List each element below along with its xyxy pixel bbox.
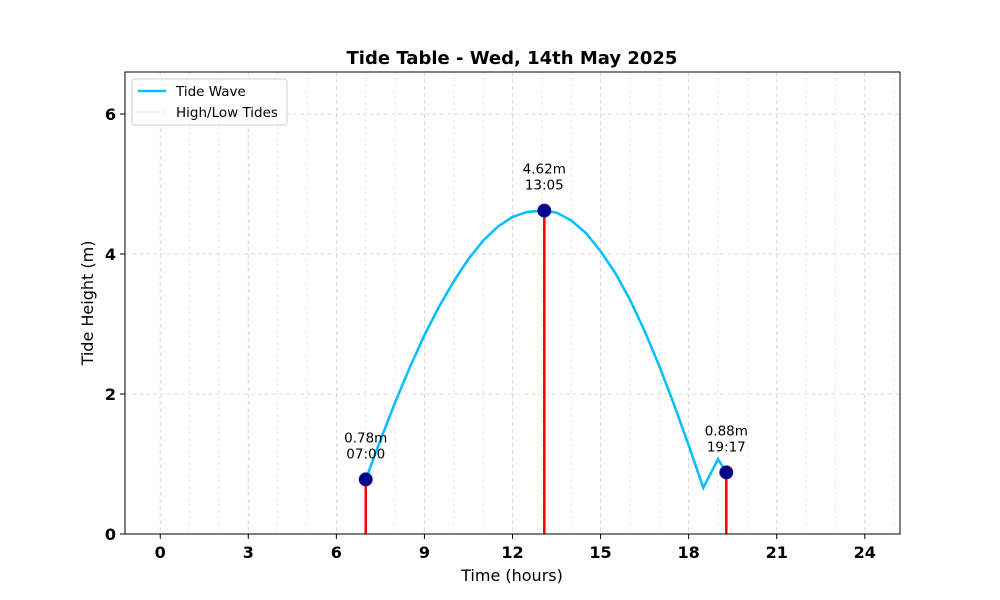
x-tick-label: 21 xyxy=(766,543,788,562)
tide-time-label: 19:17 xyxy=(707,439,746,455)
y-tick-label: 4 xyxy=(105,245,116,264)
tide-markers xyxy=(358,203,734,487)
tide-time-label: 13:05 xyxy=(525,178,564,194)
tide-height-label: 4.62m xyxy=(523,162,566,178)
x-tick-label: 12 xyxy=(501,543,523,562)
tide-height-label: 0.78m xyxy=(344,430,387,446)
legend-label-high-low-tides: High/Low Tides xyxy=(176,105,278,121)
x-tick-label: 6 xyxy=(331,543,342,562)
chart-title: Tide Table - Wed, 14th May 2025 xyxy=(347,48,678,69)
x-tick-label: 15 xyxy=(589,543,611,562)
y-axis-ticks: 0 2 4 6 xyxy=(105,105,125,544)
legend: Tide Wave High/Low Tides xyxy=(131,78,288,126)
tide-time-label: 07:00 xyxy=(346,446,385,462)
legend-label-tide-wave: Tide Wave xyxy=(175,84,246,100)
legend-box xyxy=(131,78,288,126)
tide-stems xyxy=(364,210,728,534)
x-axis-ticks: 0 3 6 9 12 15 18 21 24 xyxy=(155,534,876,562)
x-tick-label: 24 xyxy=(854,543,876,562)
tide-height-label: 0.88m xyxy=(705,423,748,439)
x-tick-label: 3 xyxy=(243,543,254,562)
tide-point xyxy=(537,203,552,218)
minor-grid xyxy=(189,72,895,534)
tide-point xyxy=(358,472,373,487)
y-tick-label: 2 xyxy=(105,385,116,404)
y-tick-label: 6 xyxy=(105,105,116,124)
x-tick-label: 0 xyxy=(155,543,166,562)
x-tick-label: 9 xyxy=(419,543,430,562)
major-grid xyxy=(125,72,900,534)
tide-point xyxy=(719,465,734,480)
x-tick-label: 18 xyxy=(678,543,700,562)
y-axis-label: Tide Height (m) xyxy=(78,241,97,367)
x-axis-label: Time (hours) xyxy=(460,566,563,585)
y-tick-label: 0 xyxy=(105,525,116,544)
